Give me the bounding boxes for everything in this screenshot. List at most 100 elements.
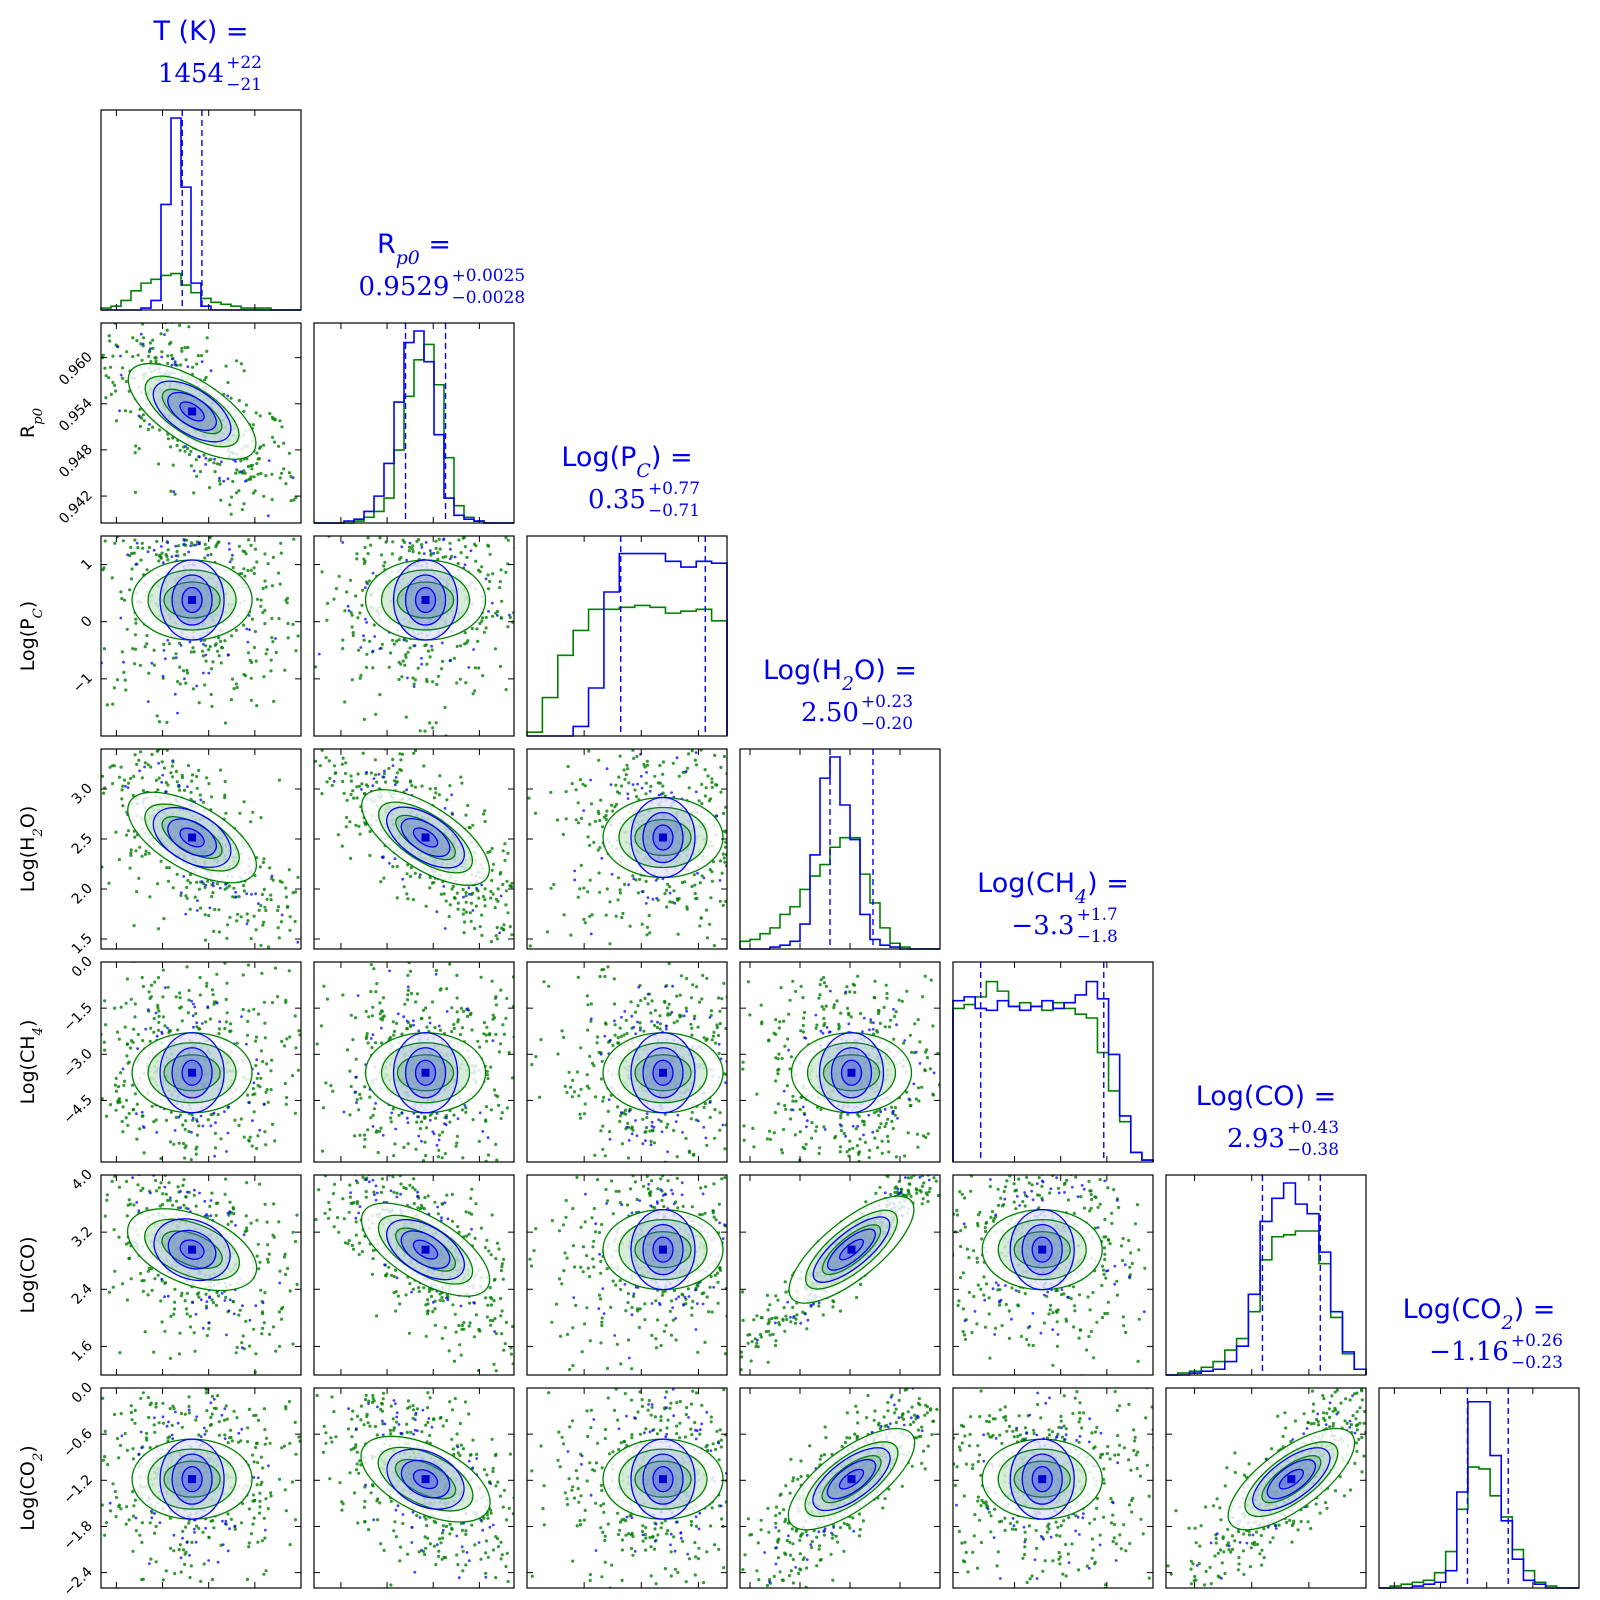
scatter-point-green	[163, 1024, 167, 1028]
scatter-point-green	[462, 931, 466, 935]
scatter-point-green	[344, 761, 348, 765]
scatter-point-green	[157, 720, 162, 724]
scatter-point-green	[82, 771, 85, 774]
scatter-point-green	[464, 910, 468, 914]
scatter-point-green	[166, 985, 170, 989]
scatter-point-blue	[428, 549, 432, 553]
scatter-point-green	[461, 912, 465, 916]
scatter-point-green	[55, 735, 58, 738]
scatter-point-green	[253, 489, 257, 493]
scatter-point-green	[413, 785, 418, 789]
scatter-point-green	[368, 853, 372, 858]
scatter-point-green	[693, 892, 697, 896]
scatter-point-green	[705, 936, 710, 940]
scatter-point-blue	[660, 792, 663, 796]
scatter-point-green	[205, 776, 209, 780]
scatter-point-blue	[119, 373, 123, 377]
scatter-point-green	[92, 293, 95, 296]
scatter-point-green	[530, 1062, 534, 1067]
scatter-point-green	[504, 889, 508, 893]
scatter-point-green	[494, 611, 498, 615]
scatter-point-green	[257, 908, 261, 912]
scatter-point-green	[263, 1130, 267, 1134]
scatter-point-green	[320, 792, 324, 796]
scatter-point-green	[195, 774, 199, 779]
scatter-point-green	[477, 666, 481, 670]
scatter-point-blue	[174, 363, 177, 367]
scatter-point-green	[102, 566, 106, 570]
scatter-point-green	[408, 779, 413, 783]
scatter-point-blue	[467, 1008, 470, 1012]
scatter-point-green	[120, 650, 124, 654]
scatter-point-green	[224, 997, 228, 1002]
scatter-point-blue	[144, 1027, 148, 1031]
scatter-point-green	[109, 392, 113, 396]
scatter-point-green	[687, 752, 691, 756]
scatter-point-green	[246, 1093, 250, 1097]
scatter-point-green	[452, 656, 456, 660]
scatter-point-blue	[140, 1110, 144, 1114]
scatter-point-blue	[187, 550, 191, 554]
scatter-point-blue	[639, 774, 643, 778]
scatter-point-green	[428, 655, 432, 659]
scatter-point-green	[395, 780, 399, 784]
param-minus-H2O: −0.20	[861, 714, 913, 734]
scatter-point-green	[93, 717, 96, 720]
scatter-point-green	[562, 913, 566, 917]
scatter-point-green	[71, 575, 74, 578]
scatter-point-green	[389, 1116, 393, 1120]
scatter-point-green	[280, 471, 284, 475]
scatter-point-green	[479, 1168, 482, 1171]
scatter-point-green	[496, 1094, 500, 1099]
scatter-point-green	[285, 1037, 289, 1041]
scatter-point-blue	[245, 627, 249, 631]
scatter-point-green	[250, 617, 254, 621]
scatter-point-green	[721, 811, 726, 816]
scatter-point-green	[533, 811, 538, 815]
scatter-point-green	[349, 792, 353, 797]
scatter-point-green	[159, 1156, 163, 1161]
scatter-point-green	[683, 880, 687, 884]
param-plus-CO: +0.43	[1287, 1118, 1339, 1138]
scatter-point-green	[148, 895, 152, 899]
scatter-point-blue	[155, 1131, 159, 1134]
scatter-point-green	[483, 819, 487, 824]
scatter-point-blue	[143, 765, 147, 769]
scatter-point-blue	[70, 593, 73, 596]
scatter-point-green	[714, 783, 718, 787]
scatter-point-green	[499, 568, 503, 572]
scatter-point-green	[494, 995, 498, 999]
scatter-point-green	[154, 778, 158, 783]
scatter-point-green	[175, 780, 179, 784]
scatter-point-blue	[163, 986, 167, 989]
scatter-point-green	[440, 1130, 445, 1134]
scatter-point-green	[602, 815, 606, 819]
scatter-point-green	[488, 849, 492, 854]
scatter-point-green	[103, 1048, 107, 1052]
scatter-point-green	[188, 1170, 191, 1173]
scatter-point-green	[653, 774, 657, 778]
scatter-point-green	[178, 996, 182, 1000]
scatter-point-green	[215, 882, 219, 886]
param-title-T: T (K) =	[152, 16, 248, 47]
scatter-point-green	[434, 791, 438, 795]
scatter-point-green	[384, 780, 388, 784]
scatter-point-green	[254, 1035, 259, 1039]
scatter-point-green	[174, 995, 178, 999]
scatter-point-green	[94, 1131, 97, 1134]
scatter-point-green	[736, 850, 739, 853]
scatter-point-green	[415, 1120, 419, 1124]
scatter-point-green	[198, 993, 202, 997]
scatter-point-green	[475, 627, 479, 631]
scatter-point-green	[187, 988, 191, 993]
scatter-point-green	[425, 1025, 429, 1029]
scatter-point-green	[593, 819, 598, 824]
scatter-point-blue	[135, 1112, 138, 1116]
scatter-point-green	[334, 587, 338, 591]
scatter-point-green	[266, 1100, 270, 1104]
scatter-point-green	[145, 568, 149, 572]
scatter-point-green	[130, 551, 134, 556]
scatter-point-green	[506, 625, 510, 629]
scatter-point-green	[129, 853, 133, 858]
scatter-point-green	[131, 355, 135, 359]
